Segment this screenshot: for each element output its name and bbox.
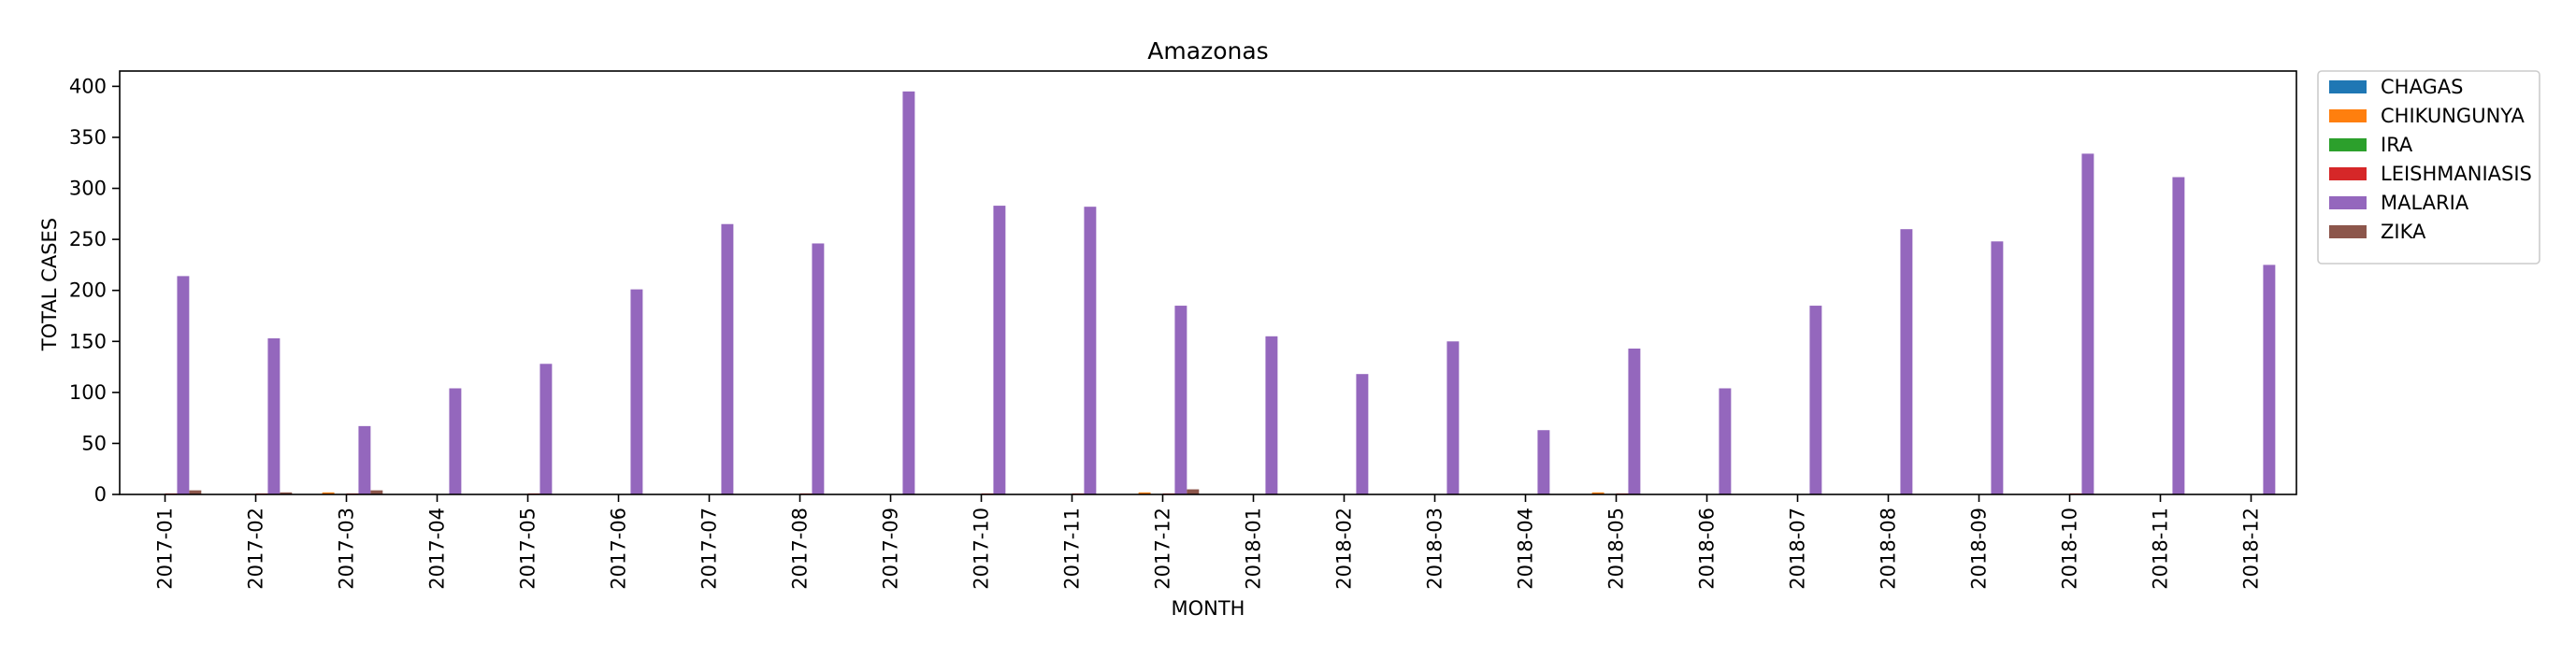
chart-title: Amazonas [1147, 37, 1268, 64]
x-tick-label: 2017-03 [336, 508, 358, 590]
bar-malaria-2017-04 [449, 388, 462, 494]
x-tick-label: 2017-11 [1061, 508, 1084, 590]
x-tick-label: 2017-10 [971, 508, 993, 590]
bar-malaria-2018-12 [2263, 265, 2276, 494]
y-tick-label: 0 [94, 483, 107, 506]
bars-group [165, 91, 2276, 495]
bar-malaria-2017-05 [540, 364, 553, 494]
y-tick-label: 50 [81, 432, 107, 454]
bar-zika-2017-03 [370, 490, 383, 494]
legend-swatch-malaria [2329, 196, 2367, 209]
plot-frame [119, 70, 2297, 495]
bar-malaria-2018-04 [1537, 430, 1550, 494]
bar-zika-2017-01 [189, 490, 202, 494]
legend-box [2317, 70, 2540, 265]
x-tick-label: 2018-09 [1968, 508, 1991, 590]
bar-chikungunya-2017-03 [322, 492, 335, 494]
legend-swatch-zika [2329, 225, 2367, 238]
y-tick-label: 300 [69, 178, 107, 200]
bar-malaria-2017-03 [358, 425, 371, 494]
bar-malaria-2017-11 [1084, 207, 1097, 494]
x-tick-label: 2017-07 [698, 508, 721, 590]
x-tick-label: 2017-01 [154, 508, 177, 590]
x-tick-label: 2017-06 [608, 508, 630, 590]
x-tick-label: 2018-01 [1243, 508, 1265, 590]
bar-malaria-2017-07 [721, 223, 734, 495]
bar-malaria-2018-09 [1991, 241, 2004, 494]
y-tick-label: 400 [69, 75, 107, 97]
legend-label-leishmaniasis: LEISHMANIASIS [2381, 163, 2532, 185]
bar-zika-2017-02 [280, 492, 293, 494]
bar-chikungunya-2017-12 [1138, 492, 1151, 494]
x-tick-label: 2017-02 [245, 508, 267, 590]
bar-chikungunya-2018-05 [1591, 492, 1605, 494]
x-tick-label: 2017-09 [880, 508, 902, 590]
bar-malaria-2018-02 [1356, 374, 1369, 494]
x-axis: 2017-01 2017-02 2017-03 2017-04 2017-05 2017-… [154, 494, 2263, 590]
legend-label-chagas: CHAGAS [2381, 76, 2463, 98]
x-tick-label: 2018-03 [1424, 508, 1446, 590]
y-tick-label: 250 [69, 228, 107, 250]
bar-malaria-2018-07 [1809, 306, 1822, 494]
bar-malaria-2018-10 [2081, 153, 2094, 495]
x-tick-label: 2017-08 [789, 508, 812, 590]
y-tick-label: 350 [69, 126, 107, 149]
y-tick-label: 150 [69, 330, 107, 352]
x-axis-label: MONTH [1172, 597, 1245, 620]
legend-label-chikungunya: CHIKUNGUNYA [2381, 105, 2525, 127]
legend-swatch-ira [2329, 138, 2367, 151]
bar-malaria-2017-02 [267, 337, 281, 494]
x-tick-label: 2018-04 [1515, 508, 1537, 590]
y-tick-label: 100 [69, 381, 107, 404]
x-tick-label: 2018-07 [1787, 508, 1809, 590]
legend-label-ira: IRA [2381, 134, 2413, 156]
legend-label-malaria: MALARIA [2381, 192, 2469, 214]
bar-malaria-2018-08 [1900, 229, 1913, 494]
bar-malaria-2018-03 [1446, 341, 1460, 494]
x-tick-label: 2017-12 [1152, 508, 1174, 590]
x-tick-label: 2018-12 [2240, 508, 2263, 590]
y-tick-label: 200 [69, 279, 107, 302]
y-axis: 0 50 100 150 200 250 300 350 400 [69, 75, 120, 506]
bar-malaria-2017-10 [993, 206, 1006, 494]
x-tick-label: 2018-11 [2150, 508, 2172, 590]
bar-zika-2017-12 [1187, 489, 1200, 494]
y-axis-label: TOTAL CASES [38, 218, 61, 351]
bar-malaria-2017-08 [812, 243, 825, 494]
bar-malaria-2017-06 [630, 289, 643, 494]
bar-malaria-2017-12 [1174, 306, 1187, 494]
x-tick-label: 2018-06 [1696, 508, 1719, 590]
x-tick-label: 2017-05 [517, 508, 540, 590]
bar-malaria-2018-06 [1719, 388, 1732, 494]
legend-swatch-chikungunya [2329, 109, 2367, 122]
bar-malaria-2018-01 [1265, 336, 1278, 494]
legend-swatch-leishmaniasis [2329, 167, 2367, 180]
bar-malaria-2018-05 [1628, 348, 1641, 494]
bar-malaria-2017-09 [902, 91, 915, 494]
x-tick-label: 2018-02 [1333, 508, 1356, 590]
bar-malaria-2017-01 [177, 276, 190, 494]
x-tick-label: 2017-04 [426, 508, 449, 590]
x-tick-label: 2018-10 [2059, 508, 2081, 590]
legend-label-zika: ZIKA [2381, 221, 2426, 243]
legend: CHAGAS CHIKUNGUNYA IRA LEISHMANIASIS MALARIA… [2317, 70, 2540, 265]
x-tick-label: 2018-08 [1878, 508, 1900, 590]
x-tick-label: 2018-05 [1605, 508, 1628, 590]
legend-swatch-chagas [2329, 80, 2367, 93]
bar-malaria-2018-11 [2172, 177, 2185, 494]
